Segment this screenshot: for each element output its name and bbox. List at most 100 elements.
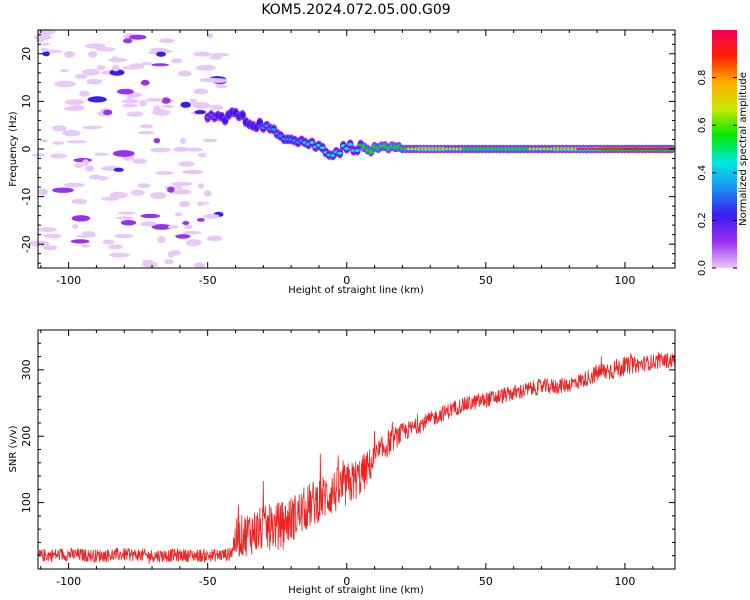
colorbar-tick-label: 0.8 [697,70,708,86]
noise-blob [161,97,171,104]
noise-blob [70,239,90,244]
snr-y-axis-label: SNR (v/v) [8,425,19,472]
spectrogram-x-axis-label: Height of straight line (km) [288,285,424,296]
noise-blob [197,183,204,189]
ridge-core [354,149,360,153]
noise-blob [41,42,50,46]
noise-blob [66,140,87,144]
noise-blob [42,51,50,57]
noise-blob [199,77,221,83]
noise-blob [103,109,113,116]
noise-blob [161,104,174,108]
noise-blob [111,64,120,72]
x-tick-label: -100 [56,575,81,588]
y-tick-label: 0 [20,146,33,153]
noise-blob [54,80,76,88]
noise-blob [182,221,190,225]
noise-blob [192,102,211,109]
y-tick-label: 200 [20,426,33,447]
noise-blob [59,69,69,73]
noise-blob [166,186,175,193]
x-tick-label: 0 [343,274,350,287]
noise-blob [145,97,164,102]
colorbar-label: Normalized spectral amplitude [738,72,749,226]
noise-blob [115,216,134,220]
colorbar-tick-label: 0.0 [697,260,708,276]
y-tick-label: 300 [20,359,33,380]
noise-blob [202,201,210,205]
ridge-core [257,121,263,125]
noise-blob [184,224,193,229]
noise-blob [175,189,188,194]
noise-blob [197,201,204,206]
noise-blob [126,95,133,101]
spectrogram-noise-blobs [28,28,230,268]
noise-blob [150,147,171,153]
noise-blob [153,138,161,144]
noise-blob [52,125,67,132]
noise-blob [138,131,155,135]
noise-blob [151,49,173,54]
colorbar-ticks: 0.0 0.2 0.4 0.6 0.8 [697,70,737,276]
noise-blob [179,200,191,208]
noise-blob [82,159,89,167]
noise-blob [173,146,190,152]
noise-blob [40,47,48,53]
noise-blob [142,259,154,265]
noise-blob [34,34,52,41]
noise-blob [108,244,123,250]
noise-blob [122,103,138,108]
noise-blob [81,231,95,236]
noise-blob [185,239,202,246]
spectrogram-ridge [204,107,676,161]
noise-blob [102,239,115,245]
colorbar: 0.0 0.2 0.4 0.6 0.8 Normalized spectral ampl… [697,30,749,276]
noise-blob [209,104,224,111]
snr-series-line [38,352,675,564]
noise-blob [152,109,171,116]
spectrogram-x-ticks: -100 -50 0 50 100 [40,30,654,287]
noise-blob [139,124,154,129]
noise-blob [197,152,207,158]
noise-blob [151,63,170,67]
noise-blob [28,240,50,247]
noise-blob [130,189,145,196]
noise-blob [202,138,218,143]
noise-blob [141,61,153,65]
noise-blob [157,236,166,244]
ridge-core [222,118,228,122]
ridge-core [319,146,325,150]
colorbar-gradient [712,30,737,268]
noise-blob [64,50,75,58]
snr-plot-area [38,330,675,569]
noise-blob [87,96,107,103]
noise-blob [74,74,88,79]
noise-blob [182,231,202,235]
noise-blob [100,196,119,201]
noise-blob [63,106,85,111]
noise-blob [42,245,58,251]
spectrogram-y-axis-label: Frequency (Hz) [8,111,19,187]
noise-blob [204,190,212,197]
noise-blob [112,150,135,157]
noise-blob [178,70,192,77]
noise-blob [139,99,147,107]
noise-blob [209,55,222,60]
noise-blob [37,227,57,233]
noise-blob [140,221,157,227]
figure-title: KOM5.2024.072.05.00.G09 [261,2,450,18]
noise-blob [170,250,181,256]
noise-blob [88,50,98,58]
x-tick-label: 100 [614,274,635,287]
noise-blob [109,69,125,76]
y-tick-label: -20 [20,235,33,253]
noise-blob [137,183,151,189]
x-tick-label: 50 [479,274,493,287]
noise-blob [114,234,134,239]
x-tick-label: 100 [614,575,635,588]
y-tick-label: 20 [20,47,33,61]
noise-blob [117,88,134,95]
noise-blob [182,169,204,175]
